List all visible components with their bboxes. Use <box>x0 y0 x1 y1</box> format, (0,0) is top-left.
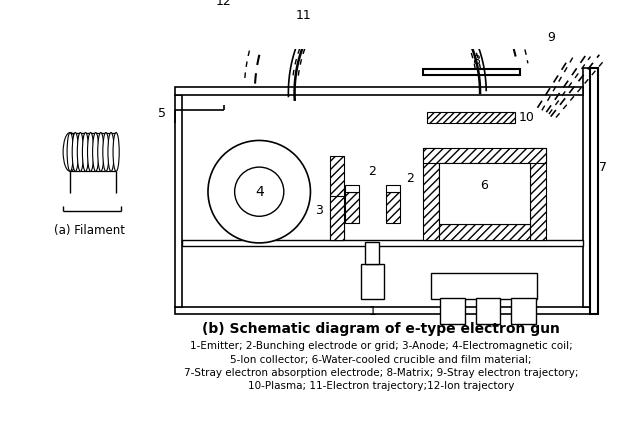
Ellipse shape <box>82 133 89 171</box>
Ellipse shape <box>93 133 99 171</box>
Bar <box>345 192 359 223</box>
Bar <box>183 240 583 246</box>
Bar <box>176 307 590 313</box>
Bar <box>176 88 583 95</box>
Text: 10: 10 <box>519 111 535 124</box>
Text: 5-Ion collector; 6-Water-cooled crucible and film material;: 5-Ion collector; 6-Water-cooled crucible… <box>230 354 532 364</box>
Bar <box>176 95 183 307</box>
Text: 8: 8 <box>472 54 480 68</box>
Text: 12: 12 <box>216 0 231 8</box>
Text: 1-Emitter; 2-Bunching electrode or grid; 3-Anode; 4-Electromagnetic coil;: 1-Emitter; 2-Bunching electrode or grid;… <box>190 341 572 351</box>
Text: 1: 1 <box>368 305 376 318</box>
Text: 5: 5 <box>158 107 167 120</box>
Bar <box>422 147 547 164</box>
Text: 7-Stray electron absorption electrode; 8-Matrix; 9-Stray electron trajectory;: 7-Stray electron absorption electrode; 8… <box>184 368 578 378</box>
Ellipse shape <box>77 133 84 171</box>
Ellipse shape <box>113 133 119 171</box>
Text: 3: 3 <box>315 204 323 218</box>
Ellipse shape <box>108 133 114 171</box>
Bar <box>530 147 547 240</box>
Bar <box>439 225 530 240</box>
Ellipse shape <box>63 133 77 171</box>
Bar <box>330 196 344 240</box>
Text: 2: 2 <box>406 172 414 185</box>
Bar <box>590 68 597 313</box>
Text: (b) Schematic diagram of e-type electron gun: (b) Schematic diagram of e-type electron… <box>202 322 560 336</box>
Bar <box>365 242 379 264</box>
Ellipse shape <box>67 133 73 171</box>
Bar <box>431 273 538 300</box>
Text: 11: 11 <box>296 9 311 21</box>
Bar <box>422 147 439 240</box>
Bar <box>345 184 359 192</box>
Bar <box>427 112 516 123</box>
Bar <box>386 192 400 223</box>
Circle shape <box>208 140 311 243</box>
Text: 2: 2 <box>368 165 376 178</box>
Ellipse shape <box>103 133 109 171</box>
Bar <box>361 264 384 300</box>
Bar <box>386 184 400 192</box>
Circle shape <box>235 167 284 216</box>
Text: 6: 6 <box>480 179 489 191</box>
Text: 10-Plasma; 11-Electron trajectory;12-Ion trajectory: 10-Plasma; 11-Electron trajectory;12-Ion… <box>248 381 514 391</box>
Text: 9: 9 <box>547 31 555 44</box>
Bar <box>476 298 500 324</box>
Ellipse shape <box>98 133 104 171</box>
Ellipse shape <box>87 133 94 171</box>
Text: 4: 4 <box>255 185 264 199</box>
Bar <box>511 298 536 324</box>
Bar <box>439 164 530 225</box>
Ellipse shape <box>72 133 78 171</box>
Text: (a) Filament: (a) Filament <box>54 225 125 237</box>
Bar <box>422 69 520 75</box>
Text: 7: 7 <box>599 161 607 174</box>
Bar <box>583 68 590 307</box>
Bar <box>330 157 344 240</box>
Bar <box>440 298 465 324</box>
